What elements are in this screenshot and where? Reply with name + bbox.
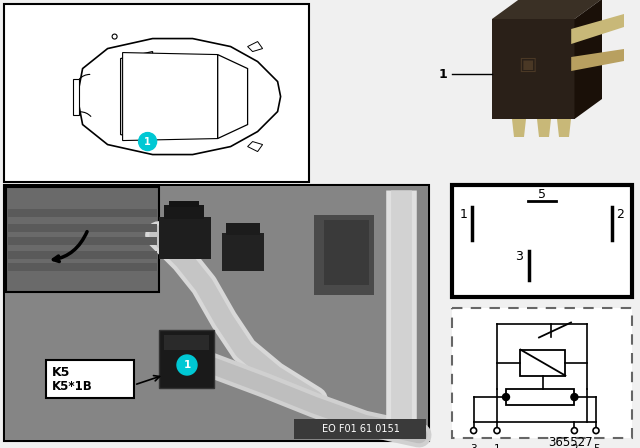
Bar (8, 251, 157, 259)
Polygon shape (120, 52, 152, 142)
Polygon shape (492, 0, 602, 19)
Polygon shape (572, 14, 624, 44)
Circle shape (502, 393, 509, 401)
Bar (8, 224, 157, 232)
Bar (294, 419, 426, 439)
Bar (8, 237, 157, 245)
Polygon shape (123, 52, 218, 141)
Bar (4, 4, 309, 182)
Text: 5: 5 (593, 444, 599, 448)
Circle shape (470, 427, 477, 434)
Text: 3: 3 (470, 444, 477, 448)
Bar (452, 185, 632, 297)
Text: 1: 1 (144, 137, 151, 146)
Bar (226, 223, 260, 235)
Circle shape (572, 427, 577, 434)
Polygon shape (557, 119, 571, 137)
Circle shape (139, 133, 157, 151)
Text: 2: 2 (616, 208, 624, 221)
Text: 5: 5 (538, 189, 546, 202)
Polygon shape (248, 142, 262, 151)
Polygon shape (72, 78, 79, 115)
Polygon shape (218, 55, 248, 138)
Text: 1: 1 (184, 360, 191, 370)
Bar (8, 263, 157, 271)
Text: 2: 2 (571, 444, 578, 448)
Text: EO F01 61 0151: EO F01 61 0151 (322, 424, 400, 434)
Text: K5: K5 (52, 366, 70, 379)
Bar (314, 215, 374, 295)
Polygon shape (77, 39, 280, 155)
Bar (164, 205, 204, 219)
Polygon shape (575, 0, 602, 119)
Bar (506, 388, 575, 405)
Bar (159, 330, 214, 388)
Circle shape (494, 427, 500, 434)
Text: K5*1B: K5*1B (52, 380, 93, 393)
Bar (46, 360, 134, 398)
Bar (6, 187, 159, 292)
Bar (222, 233, 264, 271)
Bar (159, 217, 211, 259)
Circle shape (112, 34, 117, 39)
Bar (164, 335, 209, 350)
Text: 1: 1 (438, 68, 447, 81)
Bar (4, 185, 429, 441)
Circle shape (571, 393, 578, 401)
Polygon shape (572, 49, 624, 71)
Polygon shape (537, 119, 551, 137)
Circle shape (177, 355, 197, 375)
Bar (8, 209, 157, 217)
Bar (169, 201, 199, 207)
Text: 1: 1 (493, 444, 500, 448)
Bar (432, 4, 636, 162)
Bar (452, 308, 632, 438)
Bar (520, 349, 565, 375)
Bar (324, 220, 369, 285)
Bar (492, 19, 575, 119)
Circle shape (593, 427, 599, 434)
Text: 1: 1 (460, 208, 468, 221)
Text: 365527: 365527 (548, 435, 592, 448)
Bar (5, 186, 428, 440)
Text: 3: 3 (515, 250, 522, 263)
Polygon shape (512, 119, 526, 137)
Text: ▣: ▣ (518, 55, 536, 73)
Polygon shape (248, 42, 262, 52)
